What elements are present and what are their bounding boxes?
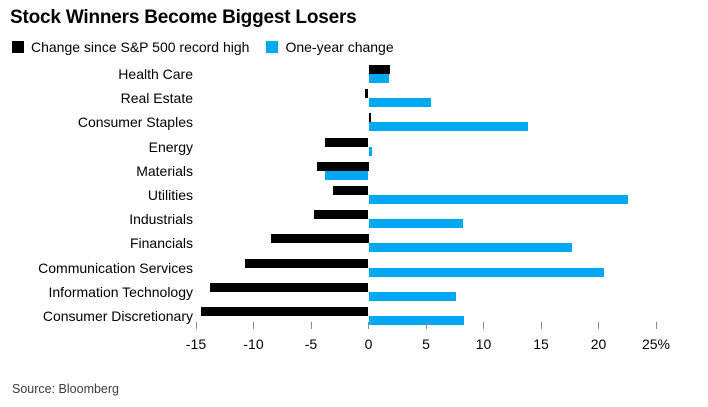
bar-change-since-record-high: [314, 210, 369, 220]
category-label: Information Technology: [48, 283, 194, 300]
x-axis-tick: [483, 322, 484, 329]
x-axis-tick: [540, 322, 542, 329]
bar-one-year-change: [368, 267, 605, 277]
bar-one-year-change: [368, 146, 372, 156]
category-label: Health Care: [118, 66, 193, 82]
bar-one-year-change: [368, 316, 464, 325]
legend: Change since S&P 500 record high One-yea…: [12, 40, 411, 54]
bar-one-year-change: [368, 74, 390, 83]
x-axis-tick-label: 5: [422, 336, 430, 352]
bar-change-since-record-high: [270, 234, 369, 244]
bar-one-year-change: [324, 170, 369, 180]
bar-one-year-change: [368, 291, 456, 301]
source-caption: Source: Bloomberg: [12, 382, 120, 396]
bar-change-since-record-high: [324, 137, 369, 147]
chart-title: Stock Winners Become Biggest Losers: [10, 7, 357, 28]
bar-change-since-record-high: [368, 65, 391, 74]
category-label: Communication Services: [38, 259, 193, 276]
category-label: Materials: [136, 162, 193, 179]
category-label: Energy: [148, 138, 193, 155]
x-axis-tick-label: -10: [243, 336, 264, 352]
x-axis-tick-label: 25%: [641, 336, 671, 352]
x-axis-tick: [598, 322, 599, 329]
legend-label-record-high: Change since S&P 500 record high: [31, 39, 250, 55]
x-axis-tick: [425, 322, 427, 329]
category-label: Consumer Staples: [77, 114, 193, 131]
bar-change-since-record-high: [368, 113, 371, 123]
x-axis-tick: [368, 322, 369, 329]
bar-one-year-change: [368, 195, 629, 204]
bar-one-year-change: [368, 98, 431, 108]
bar-change-since-record-high: [332, 186, 369, 195]
x-axis-tick-label: 15: [533, 336, 549, 352]
bar-one-year-change: [368, 122, 529, 132]
legend-swatch-one-year: [266, 41, 279, 53]
legend-label-one-year: One-year change: [285, 39, 394, 55]
bar-one-year-change: [368, 219, 463, 229]
bar-change-since-record-high: [245, 258, 369, 268]
x-axis-tick-label: -15: [185, 336, 207, 352]
bar-change-since-record-high: [200, 307, 369, 316]
plot-area: Health Care Real Estate Consumer Staples En…: [38, 65, 671, 352]
legend-swatch-record-high: [12, 41, 24, 53]
x-axis-tick-label: 0: [364, 336, 373, 352]
category-label: Financials: [129, 235, 193, 252]
x-axis-tick: [655, 322, 657, 329]
category-label: Utilities: [147, 187, 193, 203]
bar-change-since-record-high: [365, 89, 369, 99]
bar-change-since-record-high: [209, 282, 369, 292]
x-axis-tick-label: 20: [590, 336, 607, 352]
x-axis-tick: [195, 322, 197, 329]
category-label: Real Estate: [120, 90, 193, 107]
x-axis-tick: [310, 322, 312, 329]
bar-one-year-change: [368, 243, 573, 253]
x-axis-tick: [253, 322, 254, 329]
bar-change-since-record-high: [316, 161, 369, 171]
category-label: Industrials: [129, 211, 193, 228]
category-label: Consumer Discretionary: [42, 308, 193, 324]
x-axis-tick-label: -5: [304, 336, 318, 352]
x-axis-tick-label: 10: [475, 336, 492, 352]
